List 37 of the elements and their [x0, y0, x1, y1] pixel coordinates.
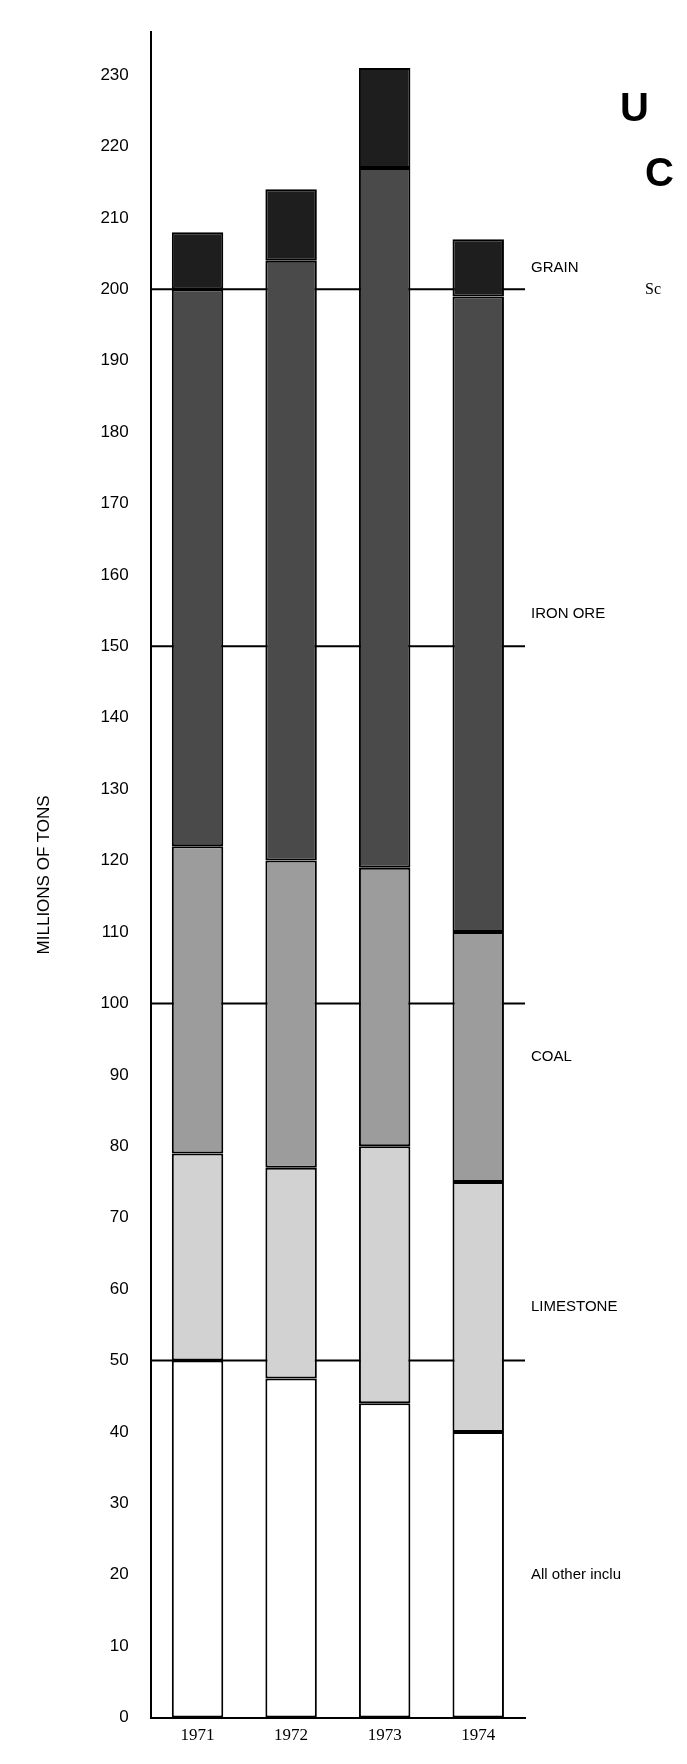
y-tick-label: 210: [100, 207, 129, 227]
y-tick-label: 10: [109, 1635, 129, 1655]
x-tick-label: 1972: [274, 1725, 309, 1745]
series-label: GRAIN: [531, 258, 579, 276]
y-tick-label: 170: [100, 493, 129, 513]
y-tick-label: 90: [109, 1064, 129, 1084]
y-tick-label: 20: [109, 1564, 129, 1584]
y-tick-label: 120: [100, 850, 129, 870]
series-label: All other inclu: [531, 1564, 622, 1582]
text: U: [620, 85, 649, 130]
y-tick-label: 80: [109, 1135, 129, 1155]
y-tick-label: 150: [100, 636, 129, 656]
y-tick-label: 100: [100, 993, 129, 1013]
y-tick-label: 40: [109, 1421, 129, 1441]
series-label: LIMESTONE: [531, 1297, 618, 1315]
x-tick-label: 1971: [180, 1725, 215, 1745]
y-tick-label: 200: [100, 278, 129, 298]
y-tick-label: 180: [100, 421, 129, 441]
y-tick-label: 140: [100, 707, 129, 727]
y-tick-label: 130: [100, 778, 129, 798]
y-tick-label: 190: [100, 350, 129, 370]
y-tick-label: 30: [109, 1493, 129, 1513]
y-tick-label: 70: [109, 1207, 129, 1227]
y-tick-label: 230: [100, 64, 129, 84]
y-tick-label: 0: [119, 1707, 129, 1727]
text: Sc: [645, 280, 661, 298]
text: C: [645, 150, 674, 195]
y-axis-title: MILLIONS OF TONS: [33, 795, 53, 955]
y-tick-label: 160: [100, 564, 129, 584]
x-tick-label: 1973: [367, 1725, 402, 1745]
series-label: COAL: [531, 1047, 572, 1065]
y-tick-label: 220: [100, 136, 129, 156]
series-label: IRON ORE: [531, 604, 606, 622]
y-tick-label: 60: [109, 1278, 129, 1298]
x-tick-label: 1974: [461, 1725, 496, 1745]
y-tick-label: 110: [101, 921, 129, 941]
y-tick-label: 50: [109, 1350, 129, 1370]
